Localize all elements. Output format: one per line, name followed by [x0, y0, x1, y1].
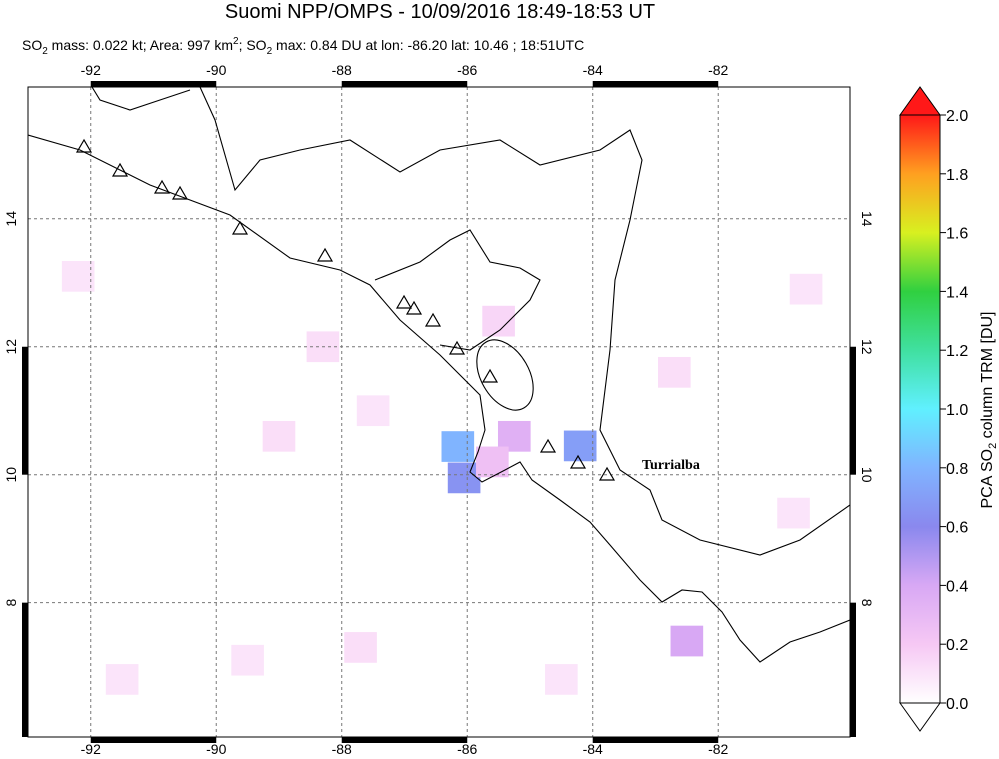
colorbar-label-part: column TRM [DU] [979, 312, 996, 443]
frame-bar [592, 737, 719, 743]
x-tick-label: -92 [81, 741, 101, 757]
colorbar-tick-label: 1.6 [946, 226, 968, 243]
colorbar-tick-label: 0.0 [946, 696, 968, 713]
colorbar-tick-label: 0.8 [946, 461, 968, 478]
x-tick-label: -92 [81, 62, 101, 78]
so2-pixel [482, 305, 515, 337]
x-tick-label: -84 [583, 741, 603, 757]
subtitle-part: mass: 0.022 kt; Area: 997 km [48, 37, 233, 53]
subtitle-part: max: 0.84 DU at lon: -86.20 lat: 10.46 ;… [272, 37, 584, 53]
so2-pixel [476, 446, 509, 478]
subtitle-sub: 2 [267, 46, 273, 57]
map-background [28, 87, 850, 737]
x-tick-label: -86 [457, 62, 477, 78]
y-tick-label: 8 [3, 599, 19, 607]
y-tick-label: 8 [859, 599, 875, 607]
colorbar [899, 114, 941, 704]
so2-pixel [344, 632, 377, 663]
x-tick-label: -84 [583, 62, 603, 78]
colorbar-under-arrow [899, 702, 941, 732]
colorbar-label-sub: 2 [987, 443, 999, 449]
subtitle-sup: 2 [233, 36, 239, 47]
colorbar-tick-label: 1.4 [946, 284, 968, 301]
so2-pixel [356, 395, 390, 427]
x-tick-label: -90 [206, 62, 226, 78]
frame-bar [850, 346, 856, 475]
frame-bar [592, 81, 719, 87]
subtitle-part: SO [22, 37, 42, 53]
frame-bar [90, 737, 217, 743]
subtitle-part: ; SO [239, 37, 267, 53]
title: Suomi NPP/OMPS - 10/09/2016 18:49-18:53 … [225, 1, 655, 23]
volcanoes [75, 138, 616, 481]
so2-pixel [789, 273, 823, 305]
colorbar-tick-label: 0.2 [946, 637, 968, 654]
frame-bar [341, 81, 468, 87]
so2-pixel [777, 497, 810, 529]
subtitle-sub: 2 [42, 46, 48, 57]
so2-pixel [447, 462, 481, 494]
y-tick-label: 14 [859, 211, 875, 227]
so2-pixel [105, 664, 139, 695]
so2-pixel [657, 356, 691, 388]
subtitle: SO2 mass: 0.022 kt; Area: 997 km2; SO2 m… [22, 36, 584, 57]
y-tick-label: 10 [859, 467, 875, 483]
frame-bar [90, 81, 217, 87]
colorbar-tick-label: 0.4 [946, 578, 968, 595]
so2-pixel [670, 625, 704, 657]
colorbar-label-part: PCA SO [979, 449, 996, 509]
so2-pixel [545, 664, 578, 695]
y-tick-label: 14 [3, 211, 19, 227]
colorbar-tick-label: 0.6 [946, 520, 968, 537]
x-tick-label: -82 [708, 62, 728, 78]
so2-pixel [563, 430, 597, 462]
colorbar-tick-label: 2.0 [946, 108, 968, 125]
so2-pixel [61, 261, 95, 292]
y-tick-label: 12 [3, 339, 19, 355]
frame-bar [341, 737, 468, 743]
colorbar-tick-label: 1.2 [946, 343, 968, 360]
x-tick-label: -86 [457, 741, 477, 757]
colorbar-tick-label: 1.0 [946, 402, 968, 419]
so2-pixel [231, 644, 264, 676]
frame-bar [22, 602, 28, 737]
y-tick-label: 10 [3, 467, 19, 483]
colorbar-over-arrow [899, 86, 941, 116]
y-tick-label: 12 [859, 339, 875, 355]
x-tick-label: -82 [708, 741, 728, 757]
x-tick-label: -88 [332, 62, 352, 78]
colorbar-tick-label: 1.8 [946, 167, 968, 184]
frame-bar [850, 602, 856, 737]
x-tick-label: -88 [332, 741, 352, 757]
volcano-label: Turrialba [642, 458, 700, 473]
colorbar-label: PCA SO2 column TRM [DU] [979, 312, 999, 509]
so2-pixel [441, 431, 475, 462]
frame-bar [22, 346, 28, 475]
so2-pixel [262, 420, 296, 452]
coastlines [28, 87, 850, 663]
x-tick-label: -90 [206, 741, 226, 757]
